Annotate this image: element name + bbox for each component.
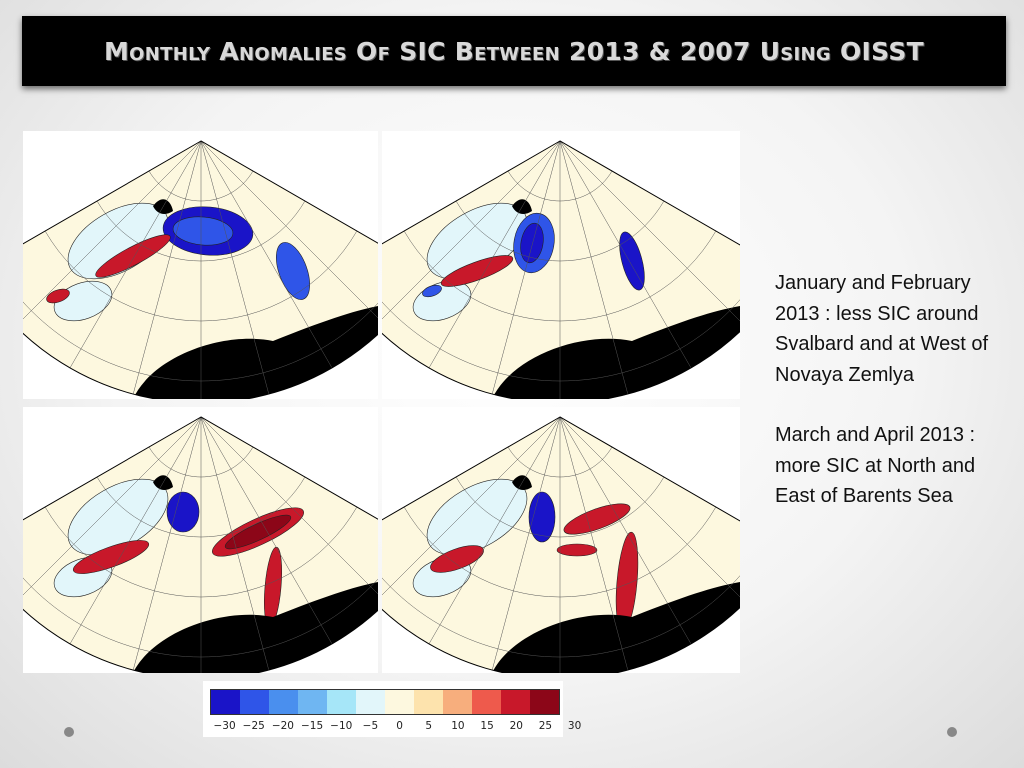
title-bar: Monthly Anomalies Of SIC Between 2013 & … <box>22 16 1006 86</box>
nav-dot-left[interactable] <box>64 727 74 737</box>
colorbar-tick-label: 25 <box>538 720 553 732</box>
colorbar-swatch <box>385 690 414 714</box>
negative-anomaly-patch <box>276 242 310 300</box>
colorbar-swatch <box>269 690 298 714</box>
map-panel-january <box>23 131 378 399</box>
negative-anomaly-patch <box>422 284 442 298</box>
colorbar-swatch <box>211 690 240 714</box>
colorbar-swatch <box>530 690 559 714</box>
colorbar-tick-label: 5 <box>425 720 433 732</box>
slide-title: Monthly Anomalies Of SIC Between 2013 & … <box>103 36 924 66</box>
sic-map-0 <box>23 140 378 399</box>
positive-anomaly-patch <box>46 288 70 304</box>
colorbar-tick-label: 30 <box>567 720 582 732</box>
colorbar-legend: −30 −25 −20 −15 −10 −5 0 5 10 15 20 25 30 <box>203 681 581 737</box>
colorbar-swatch <box>414 690 443 714</box>
colorbar-swatch <box>356 690 385 714</box>
caption: January and February 2013 : less SIC aro… <box>775 268 1005 542</box>
colorbar-swatch <box>298 690 327 714</box>
colorbar-swatch <box>240 690 269 714</box>
land-mass <box>492 582 740 673</box>
negative-anomaly-patch <box>166 491 200 533</box>
sic-map-2 <box>23 416 378 673</box>
colorbar-labels: −30 −25 −20 −15 −10 −5 0 5 10 15 20 25 30 <box>203 720 581 734</box>
negative-anomaly-patch <box>520 222 544 264</box>
negative-anomaly-patch <box>172 216 234 246</box>
colorbar-swatch <box>327 690 356 714</box>
colorbar-tick-label: 20 <box>509 720 523 732</box>
positive-anomaly-patch <box>224 514 292 550</box>
colorbar-swatch <box>443 690 472 714</box>
land-mass <box>133 582 378 673</box>
caption-paragraph-1: January and February 2013 : less SIC aro… <box>775 272 989 386</box>
colorbar-tick-label: 0 <box>396 720 403 732</box>
nav-dot-right[interactable] <box>947 727 957 737</box>
colorbar <box>210 689 560 715</box>
positive-anomaly-patch <box>563 503 631 535</box>
map-panel-february <box>382 131 740 399</box>
negative-anomaly-patch <box>528 491 556 543</box>
colorbar-tick-label: 10 <box>451 720 465 732</box>
colorbar-tick-label: −30 <box>213 720 236 732</box>
colorbar-tick-label: 15 <box>480 720 494 732</box>
map-panel-april <box>382 407 740 673</box>
colorbar-tick-label: −25 <box>242 720 265 732</box>
sic-map-1 <box>382 140 740 399</box>
colorbar-tick-label: −20 <box>271 720 294 732</box>
positive-anomaly-patch <box>95 234 171 278</box>
sic-map-3 <box>382 416 740 673</box>
colorbar-swatch <box>472 690 501 714</box>
caption-paragraph-2: March and April 2013 : more SIC at North… <box>775 424 976 507</box>
positive-anomaly-patch <box>72 540 150 574</box>
map-panel-march <box>23 407 378 673</box>
positive-anomaly-patch <box>556 543 598 557</box>
colorbar-tick-label: −10 <box>330 720 353 732</box>
colorbar-tick-label: −15 <box>300 720 324 732</box>
colorbar-swatch <box>501 690 530 714</box>
colorbar-tick-label: −5 <box>362 720 379 732</box>
negative-anomaly-patch <box>619 231 645 291</box>
